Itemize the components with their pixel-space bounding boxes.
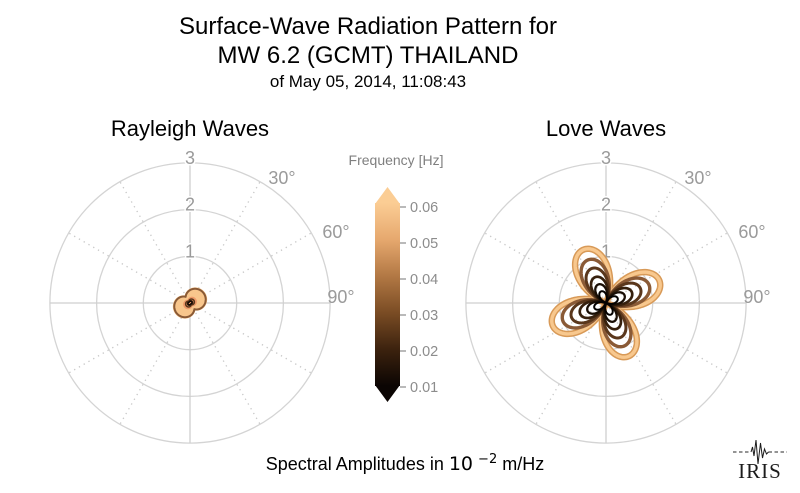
- colorbar-gradient-bar: [375, 203, 400, 386]
- radiation-curve: [187, 300, 193, 306]
- iris-logo: IRIS: [733, 439, 787, 483]
- colorbar-tick-label: 0.01: [410, 380, 438, 396]
- logo-text: IRIS: [738, 459, 782, 483]
- angle-tick-label: 30°: [268, 168, 295, 188]
- rayleigh-plot-title: Rayleigh Waves: [111, 116, 269, 141]
- angle-tick-label: 90°: [327, 287, 354, 307]
- caption-suffix: m/Hz: [502, 454, 544, 474]
- angle-tick-label: 90°: [743, 287, 770, 307]
- logo-seismogram-icon: [750, 439, 769, 465]
- amplitude-caption: Spectral Amplitudes in 10 −2 m/Hz: [266, 447, 544, 475]
- radiation-curve: [184, 298, 196, 308]
- grid-spoke-line: [119, 181, 188, 299]
- love-plot-title: Love Waves: [546, 116, 666, 141]
- angle-tick-label: 30°: [684, 168, 711, 188]
- caption-exponent: −2: [478, 452, 497, 467]
- colorbar-arrow-up-icon: [375, 187, 400, 204]
- radial-tick-label: 3: [185, 148, 195, 168]
- figure-title-line1: Surface-Wave Radiation Pattern for: [179, 13, 557, 40]
- radial-tick-label: 2: [601, 195, 611, 215]
- radiation-curve: [173, 287, 207, 319]
- radial-tick-label: 2: [185, 195, 195, 215]
- radiation-curve: [593, 290, 619, 316]
- radial-tick-label: 3: [601, 148, 611, 168]
- grid-spoke-line: [194, 305, 312, 374]
- colorbar-arrow-down-icon: [375, 385, 400, 402]
- angle-tick-label: 60°: [738, 222, 765, 242]
- colorbar-title: Frequency [Hz]: [349, 152, 444, 168]
- grid-spoke-line: [192, 307, 261, 425]
- grid-spoke-line: [68, 305, 186, 374]
- grid-spoke-line: [68, 232, 186, 301]
- colorbar-tick-label: 0.03: [410, 308, 438, 324]
- radiation-curve: [186, 300, 194, 306]
- radial-tick-label: 1: [185, 241, 195, 261]
- colorbar-tick-label: 0.05: [410, 236, 438, 252]
- colorbar-tick-label: 0.02: [410, 344, 438, 360]
- grid-spoke-line: [192, 181, 261, 299]
- caption-base: 10: [449, 453, 473, 475]
- figure-title-date: of May 05, 2014, 11:08:43: [270, 72, 466, 91]
- frequency-colorbar: Frequency [Hz] 0.06 0.05 0.04 0.03 0.02 0.01: [349, 152, 444, 402]
- colorbar-tick-label: 0.04: [410, 272, 438, 288]
- figure-title-line2: MW 6.2 (GCMT) THAILAND: [218, 42, 519, 69]
- grid-spoke-line: [194, 232, 312, 301]
- grid-spoke-line: [119, 307, 188, 425]
- rayleigh-polar-plot: 1 2 3 30° 60° 90°: [49, 146, 355, 444]
- caption-prefix: Spectral Amplitudes in: [266, 454, 449, 474]
- angle-tick-label: 60°: [322, 222, 349, 242]
- colorbar-tick-label: 0.06: [410, 200, 438, 216]
